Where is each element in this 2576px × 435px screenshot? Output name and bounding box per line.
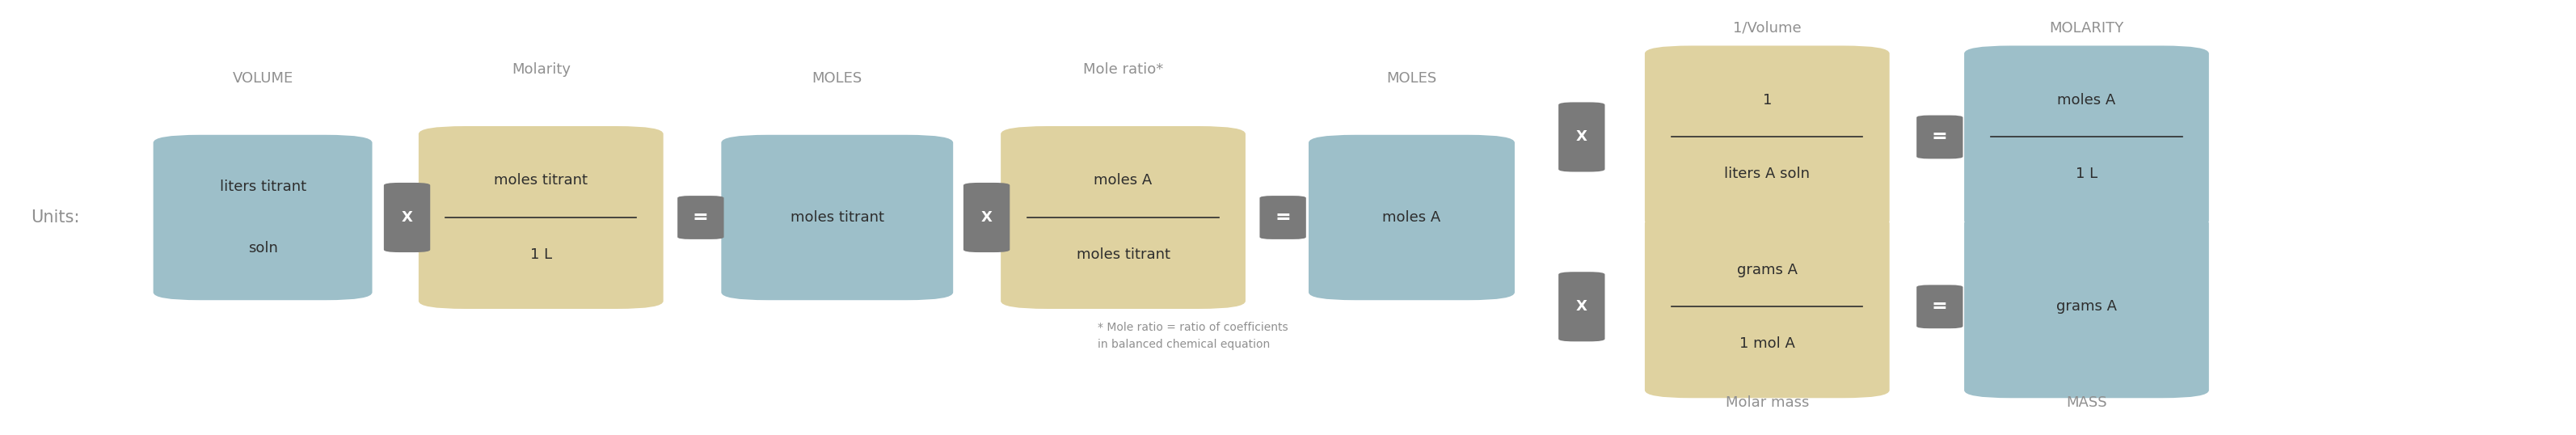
Text: liters titrant: liters titrant [219,180,307,194]
Text: =: = [1932,127,1947,147]
FancyBboxPatch shape [677,196,724,239]
FancyBboxPatch shape [417,126,662,309]
FancyBboxPatch shape [152,135,371,300]
FancyBboxPatch shape [1646,215,1891,398]
FancyBboxPatch shape [1260,196,1306,239]
Text: soln: soln [247,241,278,255]
Text: grams A: grams A [1736,262,1798,277]
FancyBboxPatch shape [1309,135,1515,300]
Text: liters A soln: liters A soln [1723,167,1811,181]
Text: =: = [1932,297,1947,316]
Text: X: X [1577,299,1587,314]
Text: moles titrant: moles titrant [495,173,587,188]
Text: 1 mol A: 1 mol A [1739,336,1795,351]
FancyBboxPatch shape [1558,272,1605,341]
Text: moles A: moles A [2058,93,2115,107]
Text: X: X [1577,130,1587,144]
Text: =: = [1275,208,1291,227]
Text: moles titrant: moles titrant [791,210,884,225]
FancyBboxPatch shape [1646,46,1891,228]
FancyBboxPatch shape [384,183,430,252]
Text: Mole ratio*: Mole ratio* [1082,62,1164,77]
Text: grams A: grams A [2056,299,2117,314]
Text: VOLUME: VOLUME [232,71,294,86]
FancyBboxPatch shape [999,126,1247,309]
FancyBboxPatch shape [1963,46,2208,228]
FancyBboxPatch shape [1963,215,2208,398]
Text: Molar mass: Molar mass [1726,395,1808,410]
Text: X: X [402,210,412,225]
Text: X: X [981,210,992,225]
Text: Units:: Units: [31,209,80,226]
Text: MASS: MASS [2066,395,2107,410]
Text: 1: 1 [1762,93,1772,107]
Text: MOLARITY: MOLARITY [2050,21,2123,36]
Text: 1 L: 1 L [531,247,551,262]
FancyBboxPatch shape [1917,115,1963,159]
Text: MOLES: MOLES [811,71,863,86]
Text: moles titrant: moles titrant [1077,247,1170,262]
Text: 1 L: 1 L [2076,167,2097,181]
FancyBboxPatch shape [963,183,1010,252]
Text: moles A: moles A [1095,173,1151,188]
Text: MOLES: MOLES [1386,71,1437,86]
FancyBboxPatch shape [721,135,953,300]
Text: moles A: moles A [1383,210,1440,225]
Text: Molarity: Molarity [513,62,569,77]
Text: * Mole ratio = ratio of coefficients
in balanced chemical equation: * Mole ratio = ratio of coefficients in … [1097,322,1288,350]
Text: =: = [693,208,708,227]
FancyBboxPatch shape [1917,285,1963,328]
Text: 1/Volume: 1/Volume [1734,21,1801,36]
FancyBboxPatch shape [1558,102,1605,172]
